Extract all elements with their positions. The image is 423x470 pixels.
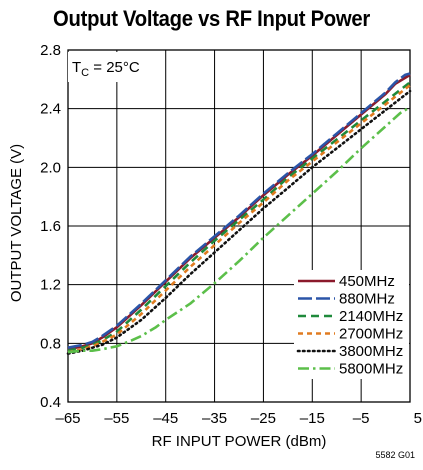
series-line-2140mhz	[67, 81, 411, 352]
figure-id: 5582 G01	[375, 450, 415, 460]
annotation-rest: = 25°C	[89, 59, 140, 76]
legend-label: 5800MHz	[339, 361, 403, 378]
y-tick-label: 0.4	[40, 394, 61, 411]
annotation-sub: C	[81, 67, 89, 79]
temperature-annotation: TC = 25°C	[72, 59, 140, 79]
axis-layer: –65 –55 –45 –35 –25 –15 –5 50.40.81.21.62.02.42…	[40, 42, 422, 427]
series-line-880mhz	[67, 72, 411, 349]
x-tick-label: –35	[202, 410, 227, 427]
legend-label: 2700MHz	[339, 326, 403, 343]
annotation-main: T	[72, 59, 81, 76]
y-tick-label: 1.6	[40, 218, 61, 235]
legend-label: 450MHz	[339, 273, 395, 290]
series-line-3800mhz	[66, 89, 412, 355]
x-tick-label: –65	[55, 410, 80, 427]
series-line-5800mhz	[67, 106, 411, 354]
y-axis-label: OUTPUT VOLTAGE (V)	[8, 144, 25, 302]
series-layer	[66, 72, 412, 355]
grid-layer	[68, 50, 410, 402]
annotation-layer: TC = 25°C	[68, 52, 163, 82]
y-tick-label: 2.4	[40, 101, 61, 118]
plot-frame	[67, 49, 411, 403]
x-axis-label: RF INPUT POWER (dBm)	[152, 433, 327, 450]
y-tick-label: 0.8	[40, 335, 61, 352]
x-tick-label: 5	[414, 410, 422, 427]
legend-background	[294, 270, 409, 379]
x-tick-label: –25	[251, 410, 276, 427]
x-tick-label: –5	[353, 410, 370, 427]
chart-title: Output Voltage vs RF Input Power	[53, 6, 370, 31]
series-line-2700mhz	[67, 84, 411, 354]
labels-layer: RF INPUT POWER (dBm) OUTPUT VOLTAGE (V)	[8, 144, 326, 450]
legend-label: 2140MHz	[339, 308, 403, 325]
legend-label: 880MHz	[339, 291, 395, 308]
x-tick-label: –55	[104, 410, 129, 427]
legend-label: 3800MHz	[339, 343, 403, 360]
x-tick-label: –45	[153, 410, 178, 427]
y-tick-label: 2.8	[40, 42, 61, 59]
annotation-box	[68, 52, 163, 82]
y-tick-label: 1.2	[40, 277, 61, 294]
y-tick-label: 2.0	[40, 159, 61, 176]
x-tick-label: –15	[300, 410, 325, 427]
